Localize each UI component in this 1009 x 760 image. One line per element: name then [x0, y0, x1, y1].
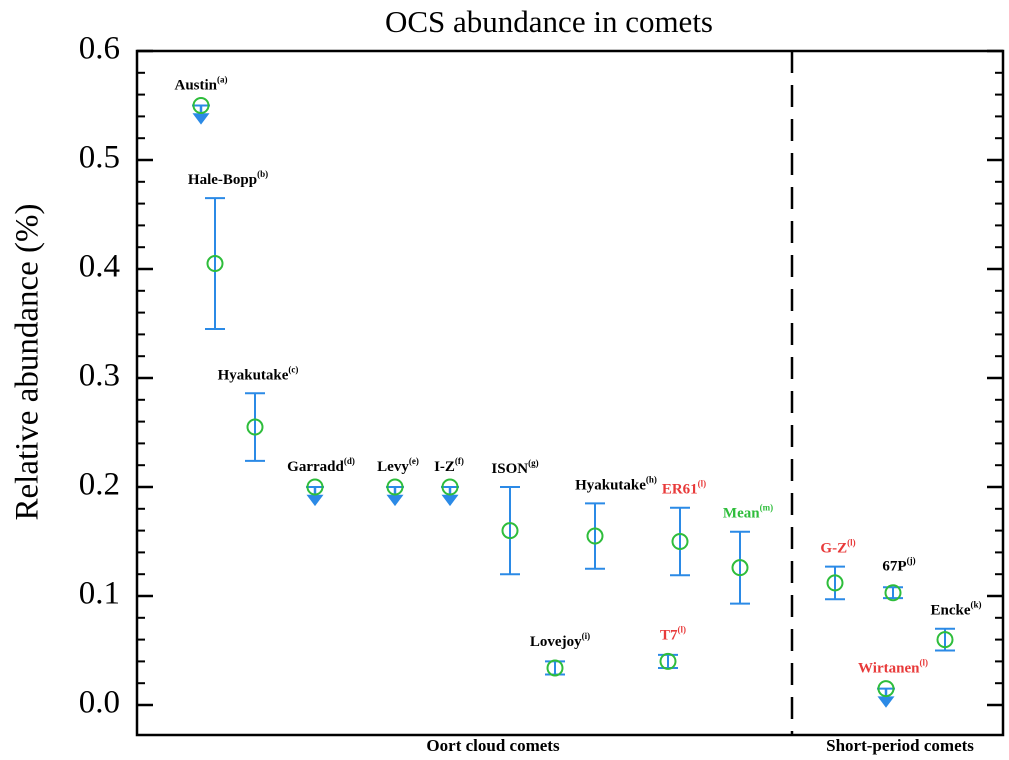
- plot-frame: [135, 49, 1005, 737]
- data-point: [192, 97, 210, 114]
- point-name: Austin: [174, 78, 217, 94]
- point-name: T7: [660, 628, 678, 644]
- y-tick-label: 0.5: [79, 140, 120, 176]
- point-label: G-Z(l): [820, 538, 855, 557]
- data-point: [877, 680, 895, 698]
- point-name: ISON: [491, 461, 528, 477]
- data-point: [731, 559, 749, 577]
- error-bar: [500, 486, 520, 576]
- error-bar: [883, 586, 903, 600]
- point-ref: (f): [455, 456, 464, 466]
- data-point: [386, 478, 404, 496]
- point-name: Garradd: [287, 459, 344, 475]
- data-point: [441, 478, 459, 496]
- point-name: Hale-Bopp: [188, 173, 257, 189]
- point-ref: (h): [646, 474, 657, 484]
- data-point: [936, 631, 954, 649]
- error-bar: [245, 392, 265, 462]
- y-tick-label: 0.4: [79, 249, 120, 285]
- point-ref: (l): [919, 658, 928, 668]
- point-ref: (k): [971, 600, 982, 610]
- point-ref: (b): [257, 169, 268, 179]
- point-name: 67P: [882, 559, 906, 575]
- point-name: ER61: [662, 482, 698, 498]
- point-label: Encke(k): [930, 600, 981, 619]
- point-ref: (g): [528, 458, 539, 468]
- point-ref: (c): [288, 364, 298, 374]
- point-ref: (m): [760, 503, 774, 513]
- point-label: Austin(a): [174, 75, 227, 94]
- point-label: Mean(m): [723, 503, 773, 522]
- point-name: Levy: [377, 459, 409, 475]
- chart-title: OCS abundance in comets: [385, 4, 713, 39]
- point-label: Hyakutake(c): [218, 364, 299, 383]
- point-name: Lovejoy: [530, 634, 582, 650]
- data-point: [306, 478, 324, 496]
- point-ref: (l): [698, 479, 707, 489]
- point-name: Hyakutake: [575, 478, 646, 494]
- point-label: ER61(l): [662, 479, 706, 498]
- y-tick-label: 0.1: [79, 576, 120, 612]
- point-label: Hale-Bopp(b): [188, 169, 268, 188]
- y-tick-label: 0.3: [79, 358, 120, 394]
- group-label: Oort cloud comets: [426, 736, 560, 755]
- point-name: Mean: [723, 506, 760, 522]
- point-name: Encke: [930, 603, 970, 619]
- data-point: [826, 574, 844, 592]
- point-name: Hyakutake: [218, 368, 289, 384]
- point-label: ISON(g): [491, 458, 538, 477]
- data-point: [884, 584, 902, 602]
- point-ref: (l): [847, 538, 856, 548]
- y-tick-label: 0.2: [79, 467, 120, 503]
- point-label: T7(l): [660, 624, 686, 643]
- group-label: Short-period comets: [826, 736, 974, 755]
- data-point: [246, 418, 264, 436]
- point-ref: (i): [582, 631, 591, 641]
- error-bar: [730, 530, 750, 605]
- data-point: [586, 527, 604, 545]
- point-ref: (e): [409, 456, 419, 466]
- data-point: [671, 533, 689, 550]
- point-name: Wirtanen: [858, 661, 920, 677]
- y-tick-label: 0.6: [79, 31, 120, 67]
- point-name: I-Z: [434, 459, 455, 475]
- error-bar: [205, 197, 225, 330]
- point-name: G-Z: [820, 541, 847, 557]
- error-bar: [825, 565, 845, 601]
- point-label: 67P(j): [882, 556, 915, 575]
- data-point: [546, 659, 564, 677]
- point-label: Garradd(d): [287, 456, 355, 475]
- point-ref: (d): [344, 456, 355, 466]
- point-label: Wirtanen(l): [858, 658, 928, 677]
- point-label: Lovejoy(i): [530, 631, 590, 650]
- y-axis-label: Relative abundance (%): [10, 203, 46, 520]
- point-label: Hyakutake(h): [575, 474, 657, 493]
- data-point: [206, 255, 224, 273]
- data-point: [659, 652, 677, 670]
- point-ref: (a): [217, 75, 228, 85]
- error-bar: [585, 502, 605, 570]
- point-label: Levy(e): [377, 456, 419, 475]
- point-ref: (j): [907, 556, 916, 566]
- point-label: I-Z(f): [434, 456, 464, 475]
- point-ref: (l): [678, 624, 687, 634]
- data-point: [501, 522, 519, 540]
- error-bar: [670, 506, 690, 577]
- y-tick-label: 0.0: [79, 685, 120, 721]
